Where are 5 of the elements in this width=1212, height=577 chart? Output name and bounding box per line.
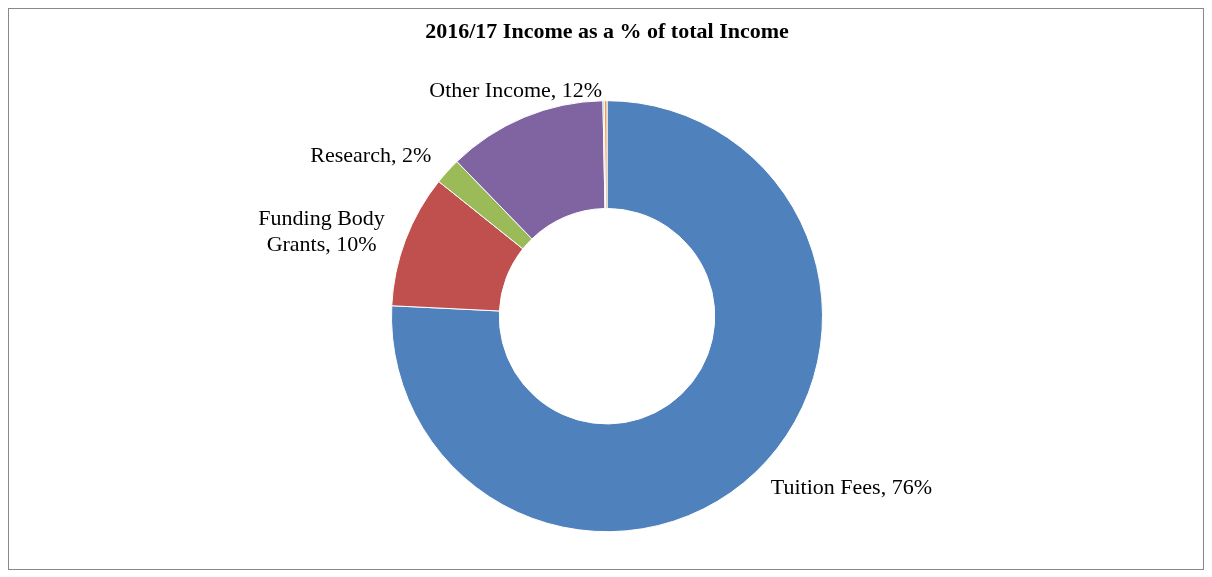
slice-label: Other Income, 12% — [429, 76, 603, 102]
slice-label: Funding Body Grants, 10% — [258, 204, 385, 256]
chart-title: 2016/17 Income as a % of total Income — [425, 17, 790, 43]
slice-label: Research, 2% — [310, 142, 432, 168]
slice-label: Tuition Fees, 76% — [770, 473, 932, 499]
